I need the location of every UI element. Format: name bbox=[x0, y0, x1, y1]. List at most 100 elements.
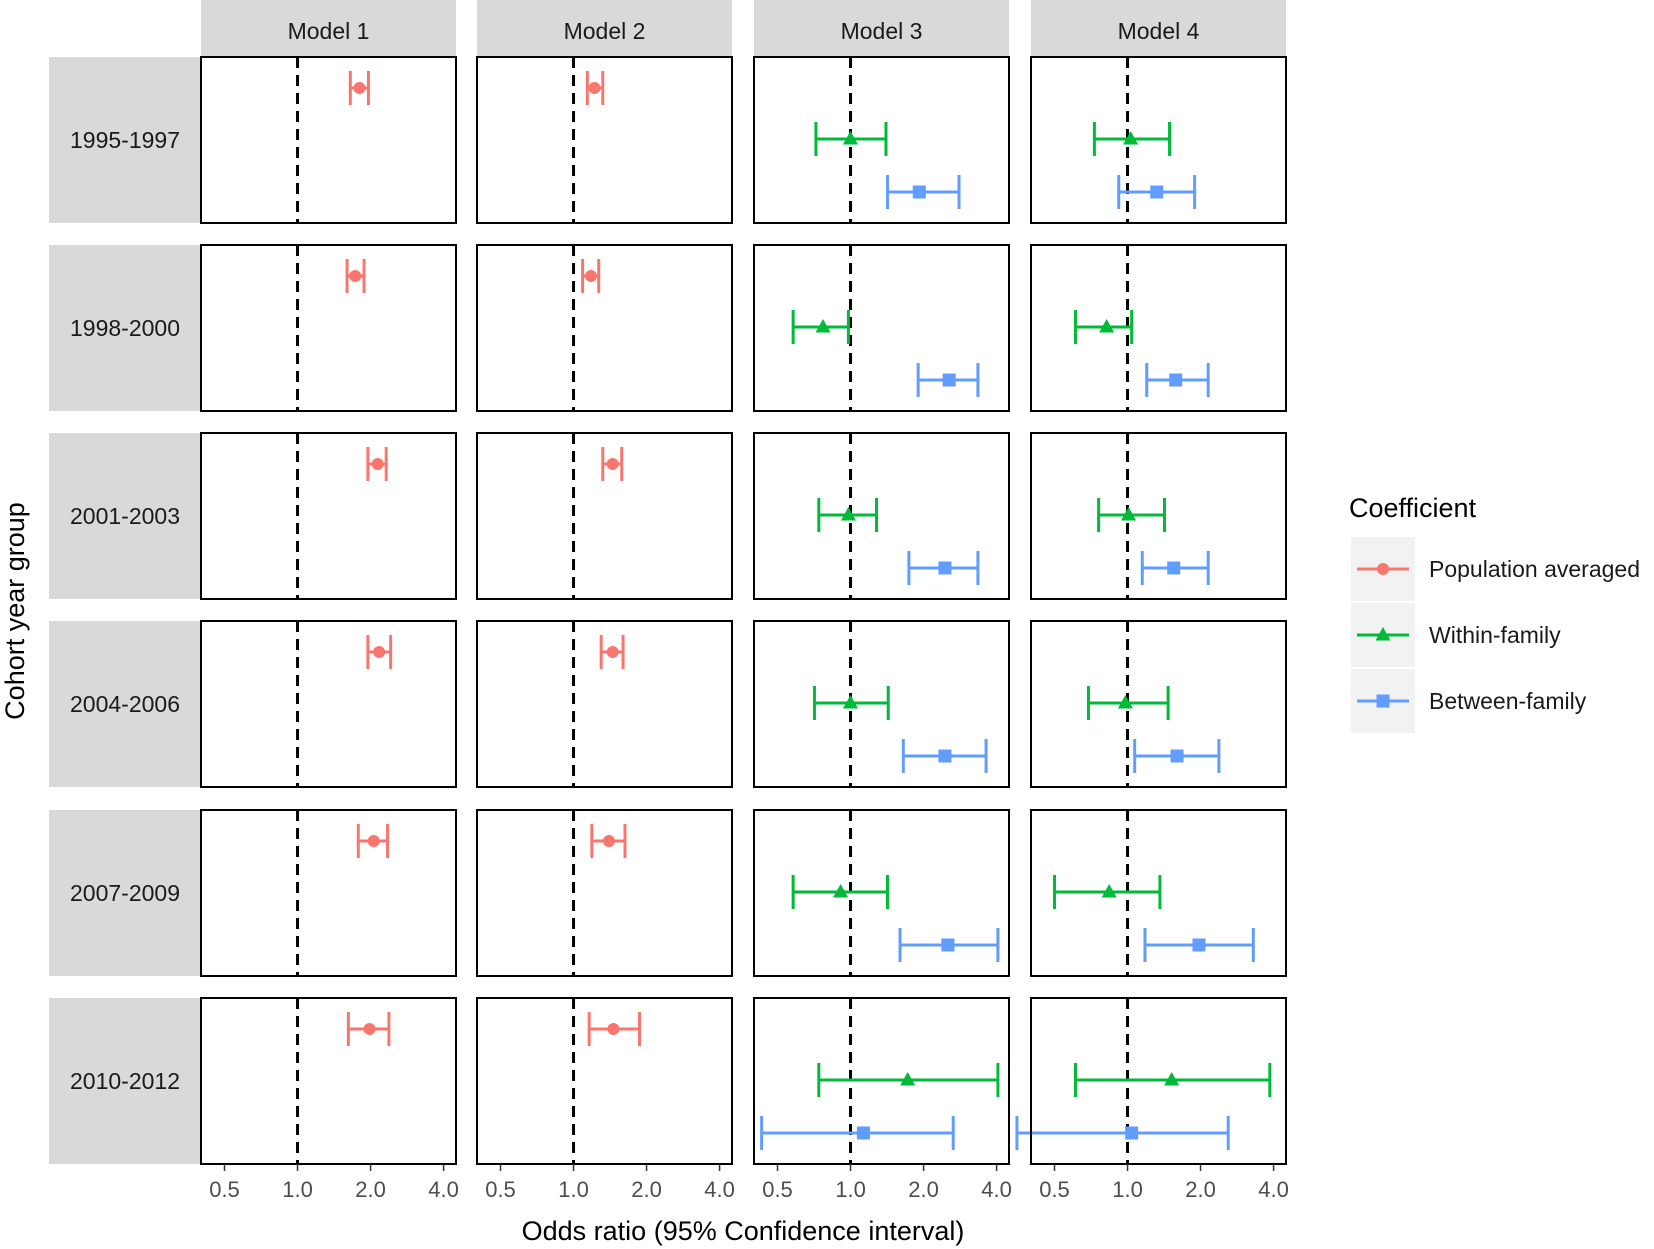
panel-model-2-2004-2006 bbox=[476, 620, 733, 788]
within-model-4-2001-2003-point bbox=[1121, 507, 1137, 521]
within-model-3-2010-2012-point bbox=[900, 1072, 916, 1086]
panel-model-1-2007-2009 bbox=[200, 809, 457, 977]
panel-bg bbox=[477, 621, 732, 787]
panel-model-4-2007-2009 bbox=[1030, 809, 1287, 977]
panel-bg bbox=[201, 810, 456, 976]
strip-bg-model-2 bbox=[477, 0, 732, 57]
panel-bg bbox=[754, 433, 1009, 599]
panel-model-2-1998-2000 bbox=[476, 244, 733, 412]
strip-bg-1998-2000 bbox=[49, 245, 201, 411]
panel-bg bbox=[477, 998, 732, 1164]
x-tick-label-1-0: 1.0 bbox=[282, 1177, 313, 1202]
panel-model-4-2001-2003 bbox=[1030, 432, 1287, 600]
legend-items: Population averaged Within-family Between-… bbox=[1351, 537, 1640, 733]
strip-bg-1995-1997 bbox=[49, 57, 201, 223]
panel-border bbox=[200, 997, 457, 1165]
panel-border bbox=[200, 809, 457, 977]
pop-model-2-2007-2009-point bbox=[602, 835, 615, 847]
panel-bg bbox=[477, 810, 732, 976]
panel-border bbox=[753, 56, 1010, 224]
legend-title: Coefficient bbox=[1349, 493, 1477, 523]
pop-model-1-2004-2006-point bbox=[373, 646, 386, 658]
panel-bg bbox=[477, 245, 732, 411]
within-model-4-1998-2000-point bbox=[1099, 319, 1115, 333]
strip-bg-2007-2009 bbox=[49, 810, 201, 976]
panel-model-1-1995-1997 bbox=[200, 56, 457, 224]
panel-border bbox=[200, 432, 457, 600]
panel-border bbox=[1030, 432, 1287, 600]
x-tick-label-0-5: 0.5 bbox=[762, 1177, 793, 1202]
x-tick-label-0-5: 0.5 bbox=[1039, 1177, 1070, 1202]
panel-model-4-2004-2006 bbox=[1030, 620, 1287, 788]
cohort-strips: 1995-1997 1998-2000 2001-2003 2004-2006 2007… bbox=[49, 57, 201, 1164]
panel-border bbox=[476, 432, 733, 600]
legend-item-pop: Population averaged bbox=[1351, 537, 1640, 601]
x-tick-label-4-0: 4.0 bbox=[981, 1177, 1012, 1202]
between-model-3-2004-2006-point bbox=[938, 749, 952, 763]
panel-border bbox=[1030, 244, 1287, 412]
strip-label-model-2: Model 2 bbox=[564, 18, 646, 44]
within-model-3-1995-1997-point bbox=[843, 131, 859, 145]
pop-model-2-2001-2003-point bbox=[606, 458, 619, 470]
panel-border bbox=[200, 620, 457, 788]
panel-model-2-2001-2003 bbox=[476, 432, 733, 600]
pop-model-1-2007-2009-point bbox=[367, 835, 380, 847]
between-model-4-1998-2000-point bbox=[1169, 373, 1183, 387]
panel-model-1-2001-2003 bbox=[200, 432, 457, 600]
strip-bg-model-1 bbox=[201, 0, 456, 57]
panel-border bbox=[476, 244, 733, 412]
x-axis-model-2: 0.5 1.0 2.0 4.0 bbox=[485, 1164, 735, 1202]
x-tick-label-1-0: 1.0 bbox=[835, 1177, 866, 1202]
x-axis-title: Odds ratio (95% Confidence interval) bbox=[522, 1216, 965, 1246]
legend-item-within: Within-family bbox=[1351, 603, 1561, 667]
panel-border bbox=[476, 809, 733, 977]
within-model-4-2010-2012-point bbox=[1164, 1072, 1180, 1086]
between-model-3-2007-2009-point bbox=[941, 938, 955, 952]
strip-label-model-4: Model 4 bbox=[1118, 18, 1200, 44]
panel-bg bbox=[201, 621, 456, 787]
panel-model-3-2001-2003 bbox=[753, 432, 1010, 600]
within-model-4-1995-1997-point bbox=[1123, 131, 1139, 145]
panel-border bbox=[1030, 620, 1287, 788]
x-tick-label-2-0: 2.0 bbox=[631, 1177, 662, 1202]
within-model-3-2007-2009-point bbox=[833, 884, 849, 898]
y-axis-title: Cohort year group bbox=[0, 502, 30, 720]
strip-bg-2010-2012 bbox=[49, 998, 201, 1164]
x-tick-label-4-0: 4.0 bbox=[428, 1177, 459, 1202]
panel-model-2-2010-2012 bbox=[476, 997, 733, 1165]
x-axes: 0.5 1.0 2.0 4.0 0.5 1.0 2.0 4.0 0.5 1.0 2.0 4.0 0.5 1… bbox=[209, 1164, 1289, 1202]
legend-label-between: Between-family bbox=[1429, 688, 1587, 714]
strip-label-1995-1997: 1995-1997 bbox=[70, 127, 180, 153]
between-model-4-1995-1997-point bbox=[1150, 185, 1164, 199]
panel-bg bbox=[201, 433, 456, 599]
pop-model-1-2010-2012-point bbox=[363, 1023, 376, 1035]
panel-border bbox=[1030, 997, 1287, 1165]
within-model-4-2007-2009-point bbox=[1101, 884, 1117, 898]
strip-bg-2004-2006 bbox=[49, 621, 201, 787]
x-tick-label-1-0: 1.0 bbox=[1112, 1177, 1143, 1202]
panel-bg bbox=[201, 998, 456, 1164]
facet-panels bbox=[200, 56, 1287, 1165]
panel-border bbox=[753, 432, 1010, 600]
pop-model-2-1995-1997-point bbox=[588, 82, 601, 94]
between-model-3-2001-2003-point bbox=[938, 561, 952, 575]
panel-model-1-1998-2000 bbox=[200, 244, 457, 412]
panel-model-3-2007-2009 bbox=[753, 809, 1010, 977]
pop-model-2-2004-2006-point bbox=[606, 646, 619, 658]
panel-border bbox=[476, 620, 733, 788]
pop-model-1-1995-1997-point bbox=[353, 82, 366, 94]
x-tick-label-2-0: 2.0 bbox=[355, 1177, 386, 1202]
panel-model-4-1995-1997 bbox=[1030, 56, 1287, 224]
x-tick-label-1-0: 1.0 bbox=[558, 1177, 589, 1202]
legend-key-marker bbox=[1376, 694, 1390, 708]
panel-border bbox=[753, 997, 1010, 1165]
strip-bg-2001-2003 bbox=[49, 433, 201, 599]
panel-border bbox=[476, 997, 733, 1165]
x-tick-label-0-5: 0.5 bbox=[485, 1177, 516, 1202]
legend-label-within: Within-family bbox=[1429, 622, 1561, 648]
panel-border bbox=[753, 244, 1010, 412]
between-model-4-2001-2003-point bbox=[1167, 561, 1181, 575]
model-strips: Model 1 Model 2 Model 3 Model 4 bbox=[201, 0, 1286, 57]
within-model-3-1998-2000-point bbox=[815, 319, 831, 333]
panel-model-1-2010-2012 bbox=[200, 997, 457, 1165]
